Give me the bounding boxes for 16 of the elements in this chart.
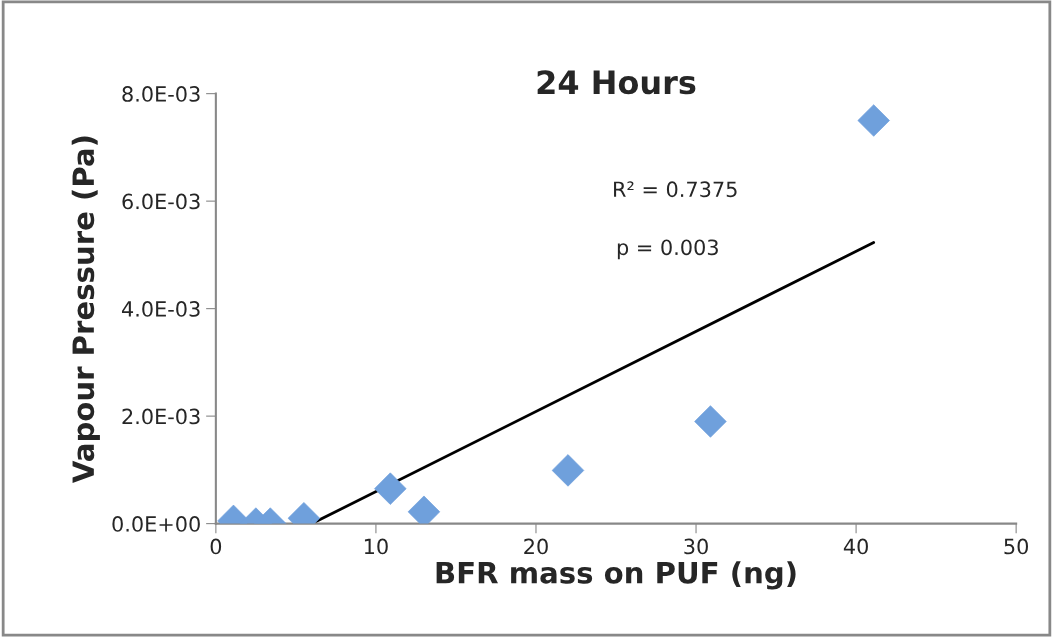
y-tick-label: 0.0E+00 — [112, 516, 200, 532]
x-tick-label: 20 — [524, 538, 548, 555]
y-tick-label: 4.0E-03 — [121, 301, 200, 317]
x-tick-label: 30 — [684, 538, 708, 555]
y-tick-label: 6.0E-03 — [122, 193, 200, 210]
y-tick-label: 8.0E-03 — [122, 86, 200, 102]
annotation: p = 0.003 — [617, 239, 718, 260]
y-tick-label: 2.0E-03 — [122, 408, 200, 425]
x-tick-label: 40 — [843, 538, 868, 555]
x-tick-label: 10 — [364, 538, 388, 555]
x-tick-label: 50 — [1004, 538, 1029, 555]
x-tick-label: 0 — [210, 538, 222, 555]
y-axis-title: Vapour Pressure (Pa) — [71, 136, 100, 484]
chart-title: 24 Hours — [537, 70, 696, 95]
annotation: R² = 0.7375 — [614, 181, 737, 198]
x-axis-title: BFR mass on PUF (ng) — [436, 561, 796, 590]
